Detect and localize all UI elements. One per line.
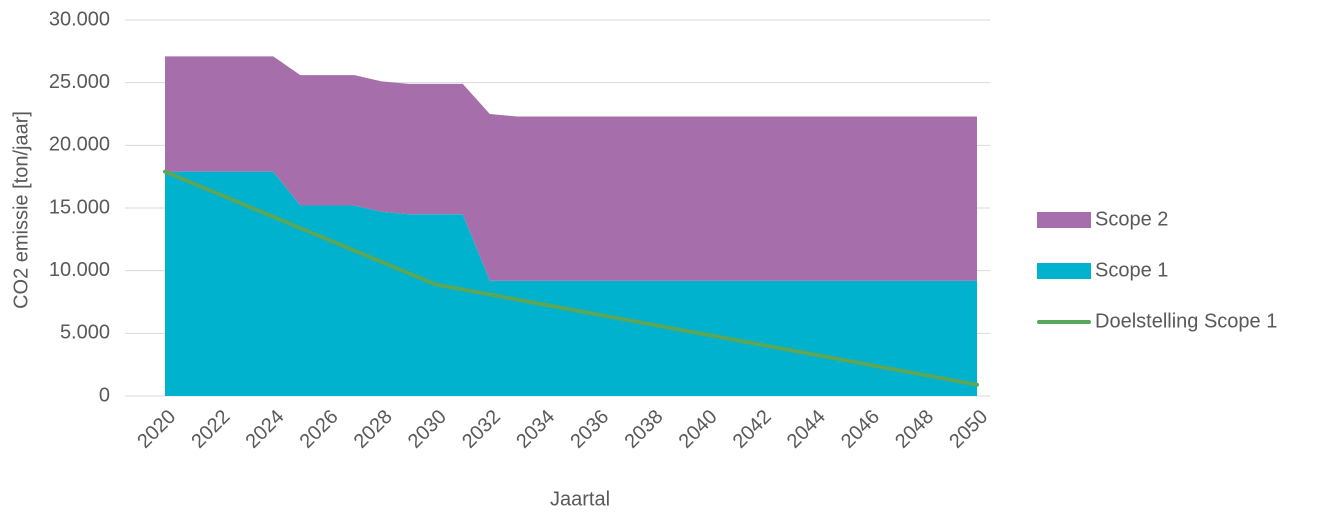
legend-label: Scope 1 <box>1095 259 1168 281</box>
y-tick-label: 0 <box>99 384 110 406</box>
x-tick-label: 2048 <box>891 406 938 453</box>
y-tick-label: 5.000 <box>60 322 110 344</box>
y-tick-label: 15.000 <box>49 196 110 218</box>
y-tick-label: 30.000 <box>49 8 110 30</box>
area <box>165 56 977 281</box>
legend-swatch <box>1037 212 1091 228</box>
x-tick-label: 2028 <box>350 406 397 453</box>
y-tick-label: 25.000 <box>49 71 110 93</box>
x-tick-label: 2042 <box>729 406 776 453</box>
x-tick-label: 2044 <box>783 406 830 453</box>
x-tick-label: 2026 <box>296 406 343 453</box>
line <box>163 169 979 387</box>
x-tick-label: 2036 <box>566 406 613 453</box>
x-tick-label: 2046 <box>837 406 884 453</box>
y-axis-title: CO2 emissie [ton/jaar] <box>10 111 32 309</box>
y-tick-label: 10.000 <box>49 259 110 281</box>
x-tick-label: 2034 <box>512 406 559 453</box>
x-tick-label: 2022 <box>187 406 234 453</box>
legend-swatch <box>1037 263 1091 279</box>
x-tick-label: 2050 <box>945 406 992 453</box>
x-tick-label: 2032 <box>458 406 505 453</box>
x-axis-title: Jaartal <box>550 488 610 510</box>
x-tick-label: 2030 <box>404 406 451 453</box>
y-tick-label: 20.000 <box>49 134 110 156</box>
legend-label: Doelstelling Scope 1 <box>1095 310 1277 332</box>
area <box>165 171 977 396</box>
x-tick-label: 2020 <box>133 406 180 453</box>
x-tick-label: 2040 <box>675 406 722 453</box>
x-tick-label: 2038 <box>620 406 667 453</box>
x-tick-label: 2024 <box>242 406 289 453</box>
legend-label: Scope 2 <box>1095 208 1168 230</box>
